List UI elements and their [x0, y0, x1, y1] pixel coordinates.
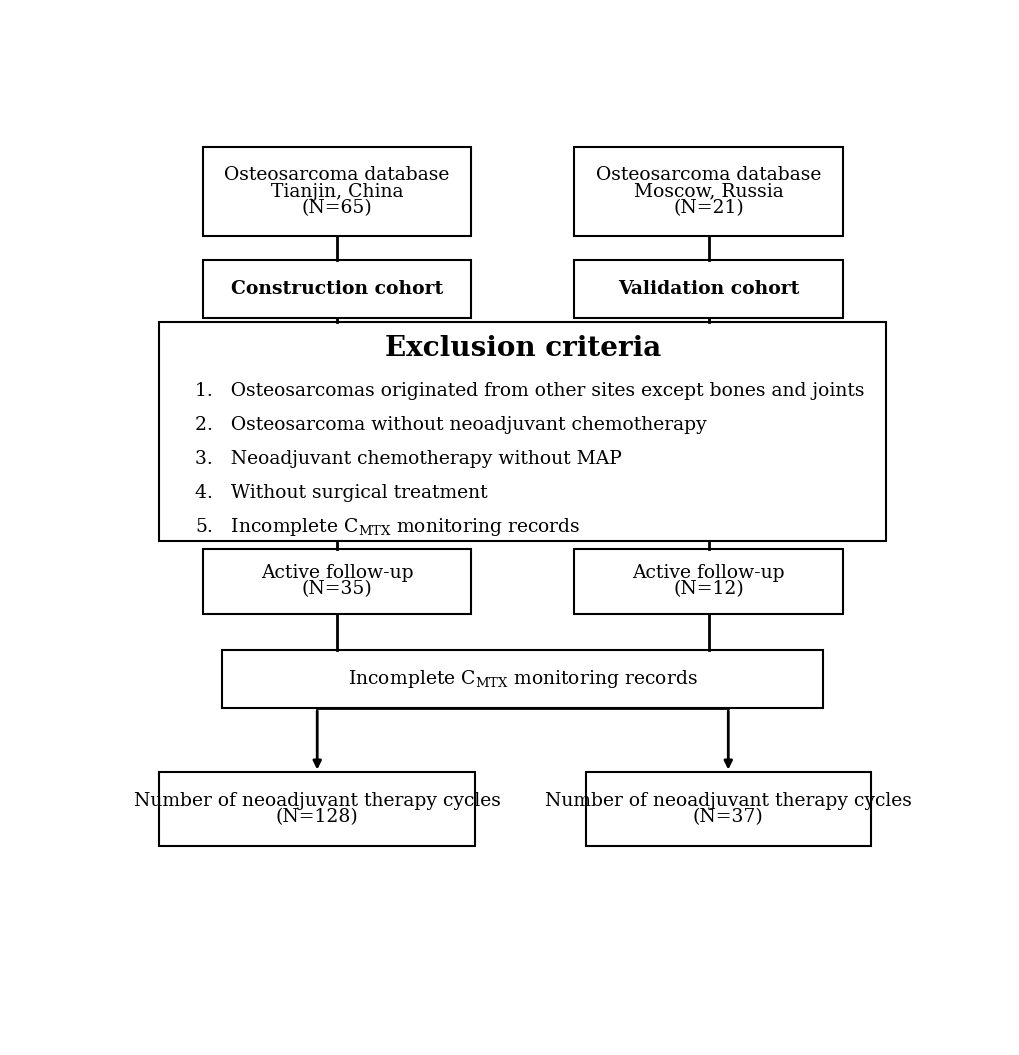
- Bar: [574, 147, 842, 236]
- Text: 2.   Osteosarcoma without neoadjuvant chemotherapy: 2. Osteosarcoma without neoadjuvant chem…: [195, 416, 706, 434]
- Text: (N=12): (N=12): [673, 580, 743, 598]
- Bar: [574, 549, 842, 614]
- Bar: [203, 549, 471, 614]
- Text: (N=37): (N=37): [692, 808, 763, 826]
- Text: Active follow-up: Active follow-up: [261, 564, 413, 582]
- Bar: [159, 322, 886, 541]
- Text: 4.   Without surgical treatment: 4. Without surgical treatment: [195, 484, 487, 502]
- Bar: [203, 260, 471, 319]
- Text: Osteosarcoma database: Osteosarcoma database: [224, 167, 449, 185]
- Text: Moscow, Russia: Moscow, Russia: [633, 183, 783, 200]
- Bar: [574, 260, 842, 319]
- Bar: [222, 650, 822, 708]
- Text: Validation cohort: Validation cohort: [618, 280, 799, 299]
- Text: 3.   Neoadjuvant chemotherapy without MAP: 3. Neoadjuvant chemotherapy without MAP: [195, 449, 621, 467]
- Text: Number of neoadjuvant therapy cycles: Number of neoadjuvant therapy cycles: [544, 792, 911, 810]
- Text: Number of neoadjuvant therapy cycles: Number of neoadjuvant therapy cycles: [133, 792, 500, 810]
- Text: 1.   Osteosarcomas originated from other sites except bones and joints: 1. Osteosarcomas originated from other s…: [195, 382, 863, 400]
- Text: (N=21): (N=21): [673, 198, 743, 216]
- Text: Tianjin, China: Tianjin, China: [270, 183, 403, 200]
- Text: Construction cohort: Construction cohort: [230, 280, 442, 299]
- Text: Active follow-up: Active follow-up: [632, 564, 784, 582]
- Text: Incomplete $\mathregular{C}_{\mathregular{MTX}}$ monitoring records: Incomplete $\mathregular{C}_{\mathregula…: [347, 668, 697, 690]
- Text: (N=35): (N=35): [302, 580, 372, 598]
- Text: Exclusion criteria: Exclusion criteria: [384, 334, 660, 362]
- Text: (N=65): (N=65): [302, 198, 372, 216]
- Text: 5.   Incomplete $\mathregular{C}_{\mathregular{MTX}}$ monitoring records: 5. Incomplete $\mathregular{C}_{\mathreg…: [195, 516, 580, 538]
- Text: (N=128): (N=128): [275, 808, 359, 826]
- Bar: [586, 772, 870, 845]
- Bar: [159, 772, 475, 845]
- Text: Osteosarcoma database: Osteosarcoma database: [595, 167, 820, 185]
- Bar: [203, 147, 471, 236]
